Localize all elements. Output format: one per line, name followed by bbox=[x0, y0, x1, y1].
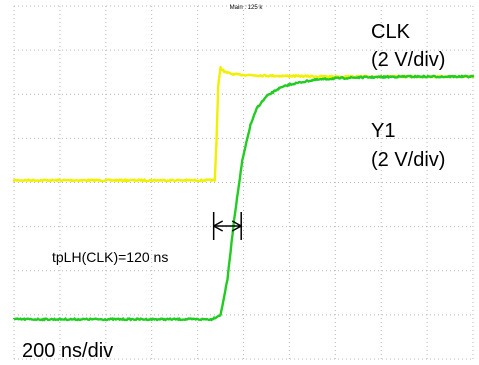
timing-label: tpLH(CLK)=120 ns bbox=[52, 249, 168, 265]
trace-clk bbox=[12, 65, 475, 183]
grid bbox=[13, 5, 474, 360]
y1-label: Y1 bbox=[371, 120, 395, 142]
timing-marker bbox=[212, 212, 242, 240]
traces bbox=[12, 65, 475, 322]
timebase-label: 200 ns/div bbox=[22, 340, 113, 362]
marker-left-arrow-icon bbox=[213, 220, 224, 232]
marker-right-arrow-icon bbox=[231, 220, 242, 232]
clk-label: CLK bbox=[371, 21, 411, 43]
y1-scale-label: (2 V/div) bbox=[371, 149, 445, 171]
main-label: Main : 125 k bbox=[230, 5, 264, 11]
trace-y1 bbox=[12, 74, 475, 322]
clk-scale-label: (2 V/div) bbox=[371, 49, 445, 71]
